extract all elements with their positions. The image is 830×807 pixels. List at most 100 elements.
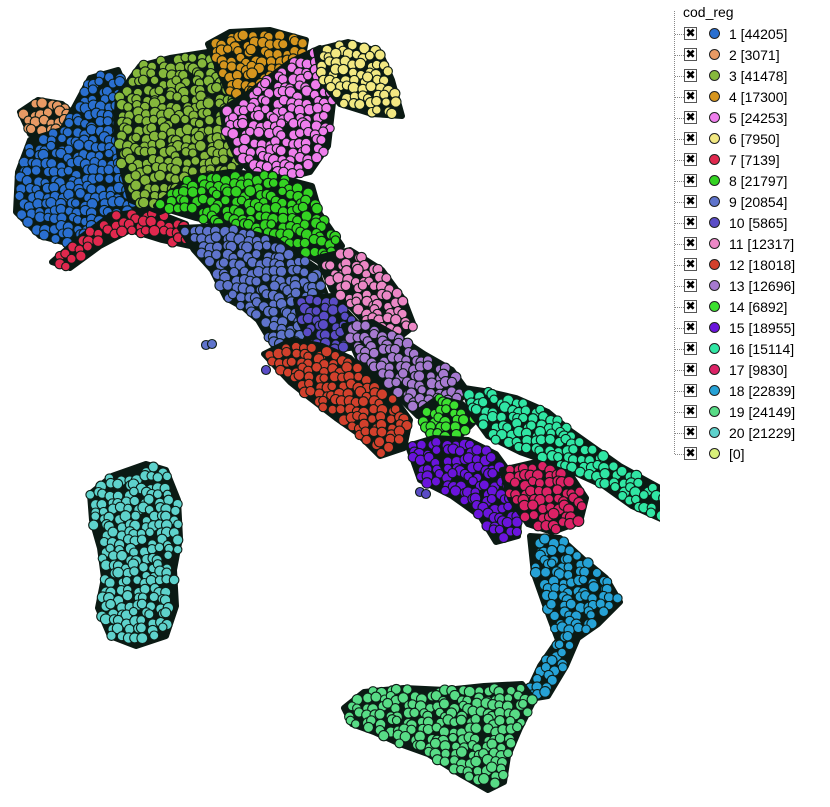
legend-item[interactable]: ✖ 7 [7139] <box>668 150 830 171</box>
legend-item[interactable]: ✖ 5 [24253] <box>668 108 830 129</box>
point-marker <box>111 210 122 221</box>
layer-visibility-checkbox[interactable]: ✖ <box>684 236 697 250</box>
point-marker <box>187 186 199 198</box>
layer-visibility-checkbox[interactable]: ✖ <box>684 341 697 355</box>
point-marker <box>75 250 87 262</box>
point-marker <box>211 82 222 93</box>
point-marker <box>94 173 105 183</box>
point-marker <box>148 114 159 125</box>
layer-visibility-checkbox[interactable]: ✖ <box>684 68 697 82</box>
point-marker <box>330 47 342 60</box>
region-cluster <box>113 49 247 215</box>
point-marker <box>251 276 262 287</box>
legend-item[interactable]: ✖ 9 [20854] <box>668 192 830 213</box>
legend-item[interactable]: ✖ 3 [41478] <box>668 66 830 87</box>
legend-item[interactable]: ✖ 4 [17300] <box>668 87 830 108</box>
point-marker <box>299 256 311 267</box>
point-marker <box>112 478 124 490</box>
legend-item[interactable]: ✖ 15 [18955] <box>668 318 830 339</box>
point-marker <box>572 515 585 528</box>
point-marker <box>365 80 377 93</box>
layer-visibility-checkbox[interactable]: ✖ <box>684 89 697 103</box>
legend-item[interactable]: ✖ 13 [12696] <box>668 276 830 297</box>
legend-swatch-icon <box>709 427 720 438</box>
legend-item[interactable]: ✖ [0] <box>668 444 830 465</box>
point-marker <box>357 280 369 291</box>
point-marker <box>300 144 312 155</box>
legend-item[interactable]: ✖ 11 [12317] <box>668 234 830 255</box>
point-marker <box>50 233 61 244</box>
layer-visibility-checkbox[interactable]: ✖ <box>684 131 697 145</box>
point-marker <box>74 187 86 199</box>
point-marker <box>312 102 324 114</box>
legend-item[interactable]: ✖ 8 [21797] <box>668 171 830 192</box>
point-marker <box>92 235 104 247</box>
legend-item[interactable]: ✖ 6 [7950] <box>668 129 830 150</box>
legend-tree-branch <box>675 223 684 224</box>
layer-visibility-checkbox[interactable]: ✖ <box>684 110 697 124</box>
point-marker <box>136 534 148 545</box>
layer-visibility-checkbox[interactable]: ✖ <box>684 383 697 397</box>
point-marker <box>127 225 137 236</box>
layer-visibility-checkbox[interactable]: ✖ <box>684 47 697 61</box>
point-marker <box>103 164 115 176</box>
layer-visibility-checkbox[interactable]: ✖ <box>684 320 697 334</box>
legend-item[interactable]: ✖ 14 [6892] <box>668 297 830 318</box>
layer-visibility-checkbox[interactable]: ✖ <box>684 173 697 187</box>
point-marker <box>260 77 271 89</box>
point-marker <box>320 345 333 358</box>
point-marker <box>511 526 523 538</box>
point-marker <box>154 198 166 210</box>
legend-item-label: 12 [18018] <box>729 257 796 273</box>
point-marker <box>449 400 460 411</box>
point-marker <box>546 598 557 610</box>
point-marker <box>293 369 305 381</box>
layer-visibility-checkbox[interactable]: ✖ <box>684 194 697 208</box>
point-marker <box>378 730 390 742</box>
point-marker <box>332 272 345 284</box>
legend-item[interactable]: ✖ 19 [24149] <box>668 402 830 423</box>
layer-visibility-checkbox[interactable]: ✖ <box>684 404 697 418</box>
point-marker <box>557 662 568 673</box>
layer-visibility-checkbox[interactable]: ✖ <box>684 215 697 229</box>
point-marker <box>546 558 557 568</box>
legend-item[interactable]: ✖ 20 [21229] <box>668 423 830 444</box>
point-marker <box>390 96 402 108</box>
point-marker <box>218 257 230 268</box>
point-marker <box>498 532 510 544</box>
point-marker <box>94 76 104 87</box>
layer-visibility-checkbox[interactable]: ✖ <box>684 152 697 166</box>
legend-item[interactable]: ✖ 12 [18018] <box>668 255 830 276</box>
layer-visibility-checkbox[interactable]: ✖ <box>684 257 697 271</box>
legend-tree-branch <box>675 454 684 455</box>
point-marker <box>458 414 470 426</box>
point-marker <box>391 377 402 388</box>
point-marker <box>581 624 591 635</box>
point-marker <box>193 130 205 142</box>
point-marker <box>512 721 523 733</box>
point-marker <box>393 434 405 445</box>
layer-visibility-checkbox[interactable]: ✖ <box>684 278 697 292</box>
layer-visibility-checkbox[interactable]: ✖ <box>684 425 697 439</box>
layer-visibility-checkbox[interactable]: ✖ <box>684 26 697 40</box>
point-marker <box>154 85 165 96</box>
legend-item[interactable]: ✖ 16 [15114] <box>668 339 830 360</box>
point-marker <box>63 165 74 176</box>
point-marker <box>130 510 141 521</box>
point-marker <box>362 71 374 83</box>
layer-visibility-checkbox[interactable]: ✖ <box>684 299 697 313</box>
layer-visibility-checkbox[interactable]: ✖ <box>684 446 697 460</box>
point-marker <box>562 630 573 642</box>
legend-item[interactable]: ✖ 18 [22839] <box>668 381 830 402</box>
legend-swatch-icon <box>709 70 720 81</box>
legend-tree-branch <box>675 286 684 287</box>
point-marker <box>237 117 249 130</box>
legend-item[interactable]: ✖ 2 [3071] <box>668 45 830 66</box>
legend-item[interactable]: ✖ 1 [44205] <box>668 24 830 45</box>
point-marker <box>376 426 388 438</box>
point-marker <box>149 75 160 86</box>
legend-item[interactable]: ✖ 10 [5865] <box>668 213 830 234</box>
legend-item[interactable]: ✖ 17 [9830] <box>668 360 830 381</box>
point-marker <box>252 86 263 97</box>
layer-visibility-checkbox[interactable]: ✖ <box>684 362 697 376</box>
